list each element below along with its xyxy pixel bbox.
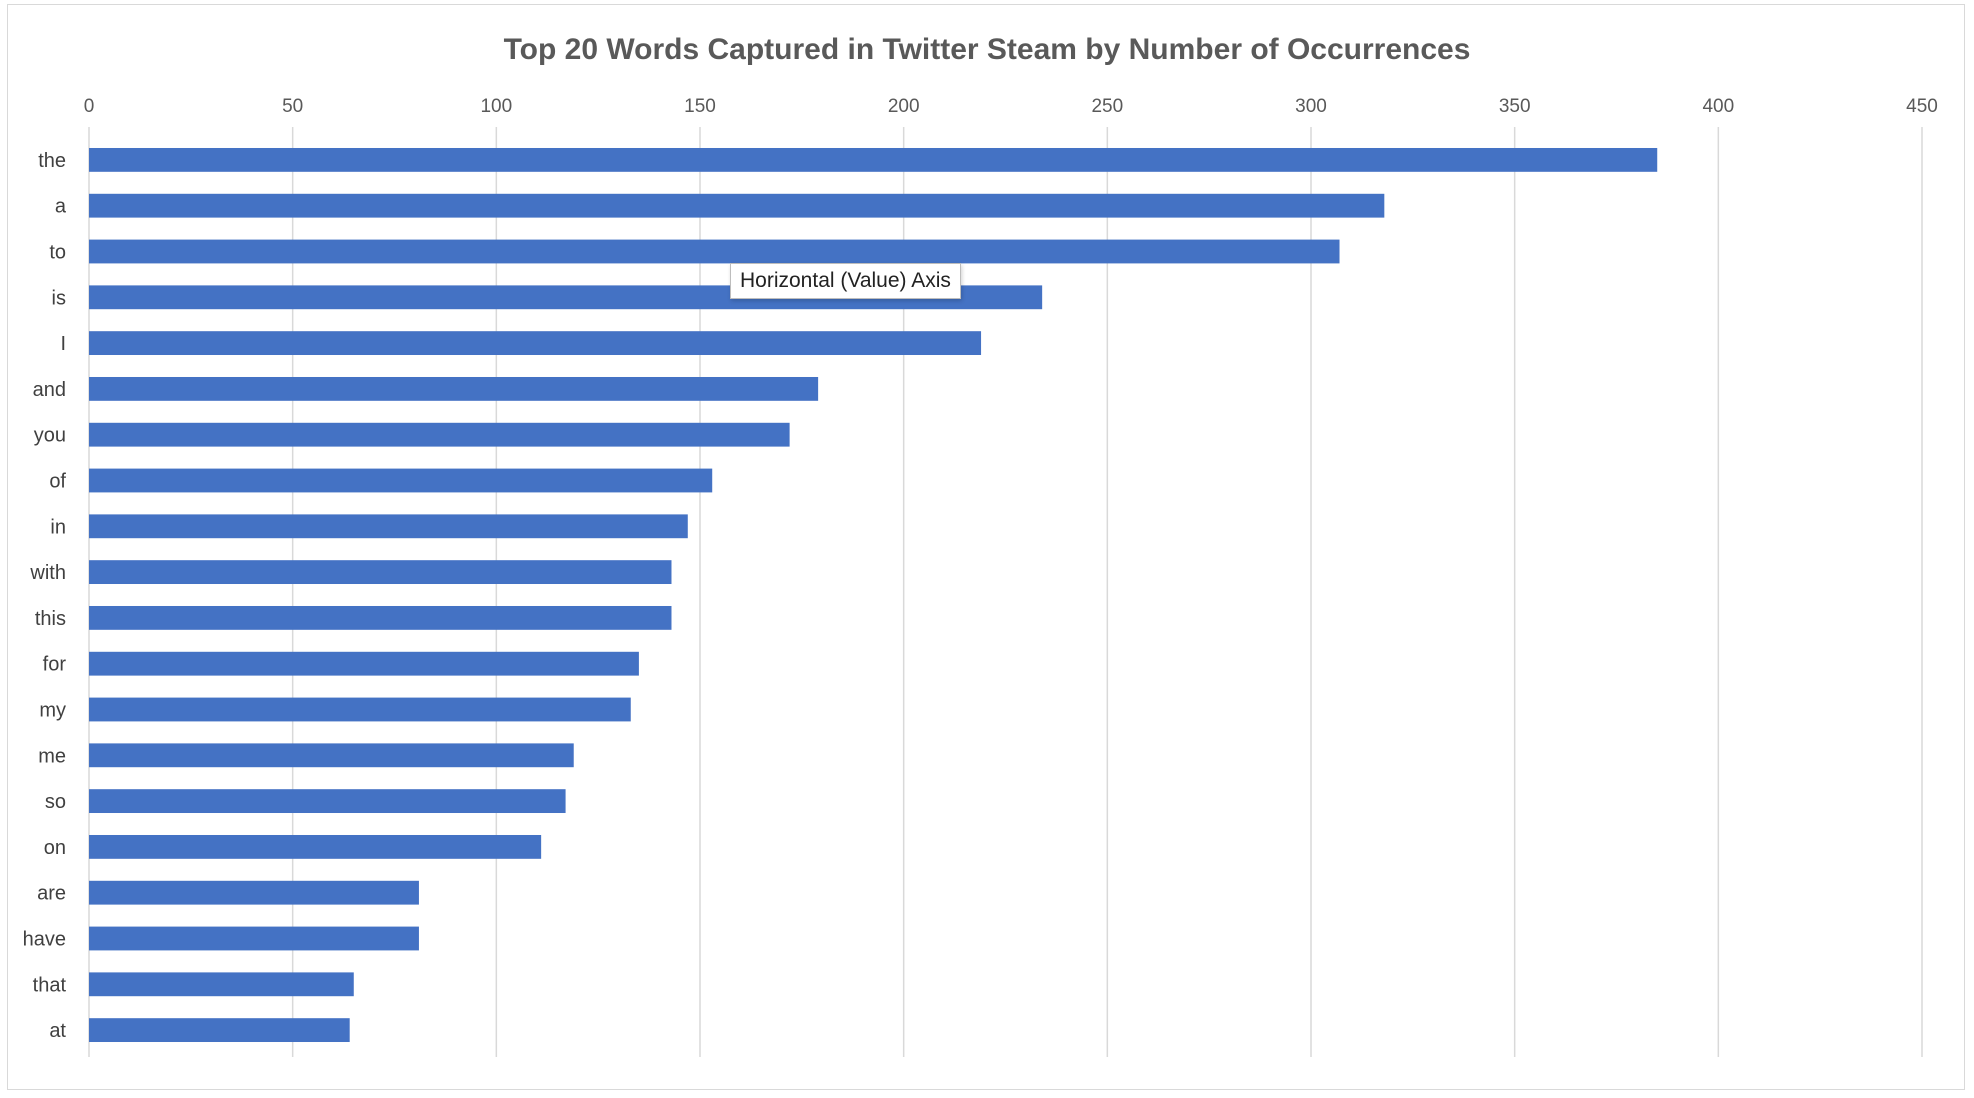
bar-i[interactable] (89, 331, 982, 356)
category-label[interactable]: this (35, 608, 66, 630)
bar-and[interactable] (89, 376, 819, 401)
category-label[interactable]: for (43, 654, 67, 676)
x-tick-label[interactable]: 150 (684, 96, 716, 117)
category-label[interactable]: on (44, 837, 66, 859)
category-label[interactable]: you (34, 425, 66, 447)
bar-are[interactable] (89, 880, 419, 905)
axis-tooltip: Horizontal (Value) Axis (730, 263, 961, 299)
bar-the[interactable] (89, 147, 1658, 172)
x-tick-label[interactable]: 0 (84, 96, 95, 117)
x-tick-label[interactable]: 350 (1499, 96, 1531, 117)
bar-to[interactable] (89, 239, 1340, 264)
category-label[interactable]: of (49, 471, 66, 493)
bar-that[interactable] (89, 972, 354, 997)
x-tick-label[interactable]: 50 (282, 96, 303, 117)
category-label[interactable]: to (49, 242, 66, 264)
category-label[interactable]: the (38, 150, 66, 172)
x-tick-label[interactable]: 100 (480, 96, 512, 117)
bar-my[interactable] (89, 697, 631, 722)
bar-with[interactable] (89, 560, 672, 585)
bar-you[interactable] (89, 422, 790, 447)
x-tick-label[interactable]: 250 (1091, 96, 1123, 117)
bar-have[interactable] (89, 926, 419, 951)
bar-a[interactable] (89, 193, 1385, 218)
bar-of[interactable] (89, 468, 713, 493)
bar-so[interactable] (89, 789, 566, 814)
category-label[interactable]: in (50, 516, 66, 538)
category-label[interactable]: are (37, 883, 66, 905)
category-label[interactable]: with (29, 562, 66, 584)
bar-this[interactable] (89, 605, 672, 630)
category-label[interactable]: me (38, 745, 66, 767)
x-tick-label[interactable]: 400 (1702, 96, 1734, 117)
bar-in[interactable] (89, 514, 688, 539)
category-label[interactable]: my (39, 700, 66, 722)
chart-area[interactable] (7, 4, 1965, 1090)
x-tick-label[interactable]: 300 (1295, 96, 1327, 117)
bar-me[interactable] (89, 743, 574, 768)
x-tick-label[interactable]: 200 (888, 96, 920, 117)
category-label[interactable]: is (52, 287, 66, 309)
category-label[interactable]: and (33, 379, 66, 401)
category-label[interactable]: I (60, 333, 66, 355)
category-label[interactable]: a (55, 196, 67, 218)
x-tick-label[interactable]: 450 (1906, 96, 1938, 117)
category-label[interactable]: so (45, 791, 66, 813)
category-label[interactable]: at (49, 1020, 66, 1042)
chart-title[interactable]: Top 20 Words Captured in Twitter Steam b… (504, 33, 1471, 66)
bar-series[interactable] (89, 147, 1658, 1043)
gridlines (88, 127, 1923, 1057)
bar-for[interactable] (89, 651, 639, 676)
category-label[interactable]: that (33, 974, 67, 996)
bar-on[interactable] (89, 834, 542, 859)
category-label[interactable]: have (23, 929, 66, 951)
bar-at[interactable] (89, 1018, 350, 1043)
horizontal-value-axis[interactable]: 0 50 100 150 200 250 300 350 400 450 (84, 96, 1938, 117)
